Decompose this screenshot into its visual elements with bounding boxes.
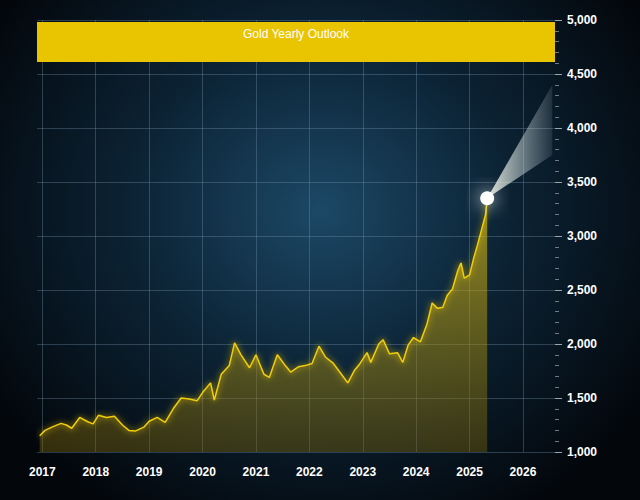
svg-text:2018: 2018 bbox=[82, 465, 109, 479]
svg-text:2,500: 2,500 bbox=[567, 283, 597, 297]
svg-text:2017: 2017 bbox=[29, 465, 56, 479]
svg-text:3,000: 3,000 bbox=[567, 229, 597, 243]
svg-text:Gold Yearly Outlook: Gold Yearly Outlook bbox=[243, 27, 350, 41]
svg-text:2024: 2024 bbox=[403, 465, 430, 479]
svg-text:2025: 2025 bbox=[456, 465, 483, 479]
svg-text:4,500: 4,500 bbox=[567, 67, 597, 81]
svg-text:1,000: 1,000 bbox=[567, 445, 597, 459]
svg-text:4,000: 4,000 bbox=[567, 121, 597, 135]
svg-text:2021: 2021 bbox=[243, 465, 270, 479]
svg-text:3,500: 3,500 bbox=[567, 175, 597, 189]
svg-text:2022: 2022 bbox=[296, 465, 323, 479]
svg-text:2023: 2023 bbox=[349, 465, 376, 479]
svg-text:2020: 2020 bbox=[189, 465, 216, 479]
svg-text:2,000: 2,000 bbox=[567, 337, 597, 351]
svg-text:2019: 2019 bbox=[136, 465, 163, 479]
svg-text:5,000: 5,000 bbox=[567, 13, 597, 27]
svg-text:2026: 2026 bbox=[510, 465, 537, 479]
svg-text:1,500: 1,500 bbox=[567, 391, 597, 405]
